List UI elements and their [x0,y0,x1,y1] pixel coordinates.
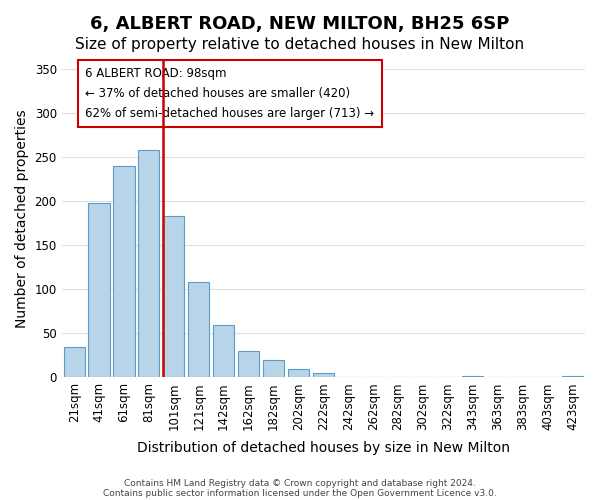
Text: Contains public sector information licensed under the Open Government Licence v3: Contains public sector information licen… [103,488,497,498]
Bar [138,150,160,378]
Bar [213,324,234,378]
Bar [188,282,209,378]
Text: 6, ALBERT ROAD, NEW MILTON, BH25 6SP: 6, ALBERT ROAD, NEW MILTON, BH25 6SP [91,15,509,33]
Bar [313,373,334,378]
Text: 6 ALBERT ROAD: 98sqm
← 37% of detached houses are smaller (420)
62% of semi-deta: 6 ALBERT ROAD: 98sqm ← 37% of detached h… [85,67,374,120]
Bar [288,368,309,378]
Bar [113,166,134,378]
Bar [462,376,484,378]
Bar [263,360,284,378]
Bar [88,203,110,378]
Text: Contains HM Land Registry data © Crown copyright and database right 2024.: Contains HM Land Registry data © Crown c… [124,478,476,488]
Y-axis label: Number of detached properties: Number of detached properties [15,110,29,328]
Text: Size of property relative to detached houses in New Milton: Size of property relative to detached ho… [76,38,524,52]
Bar [562,376,583,378]
X-axis label: Distribution of detached houses by size in New Milton: Distribution of detached houses by size … [137,441,510,455]
Bar [64,346,85,378]
Bar [238,351,259,378]
Bar [163,216,184,378]
